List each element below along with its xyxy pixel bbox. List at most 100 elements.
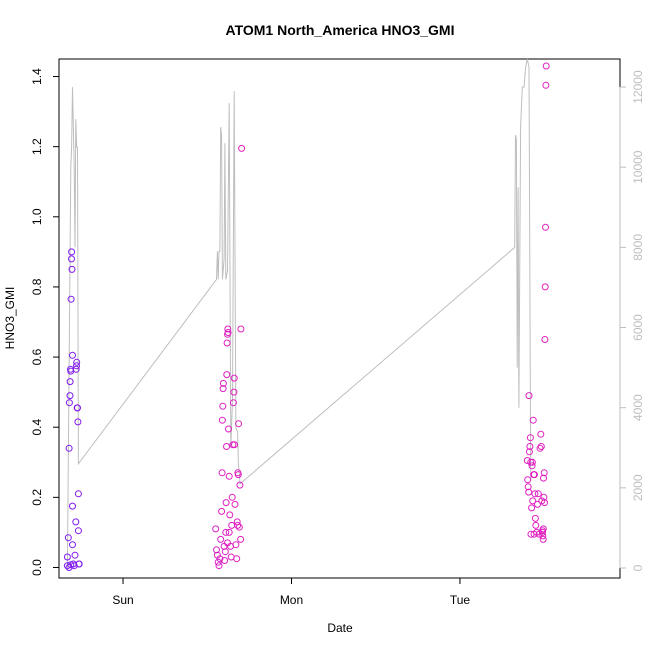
data-point [534, 490, 542, 498]
data-point [214, 558, 222, 566]
data-point [218, 469, 226, 477]
data-point [226, 511, 234, 519]
data-point [232, 541, 240, 549]
data-point [237, 325, 245, 333]
data-point [225, 528, 233, 536]
data-point [234, 521, 242, 529]
y-tick-label: 0.0 [30, 559, 44, 576]
data-point [524, 483, 532, 491]
data-point [235, 420, 243, 428]
data-point [219, 402, 227, 410]
data-point [529, 497, 537, 505]
data-point [68, 255, 75, 263]
y-tick-label: 0.8 [30, 278, 44, 295]
y2-tick-label: 4000 [631, 394, 645, 421]
data-point [221, 548, 229, 556]
data-point [72, 518, 80, 526]
data-point [539, 535, 547, 543]
data-point [541, 283, 549, 291]
data-point [540, 493, 548, 501]
data-point [537, 430, 545, 438]
data-point [524, 476, 532, 484]
data-point [222, 499, 230, 507]
data-point [217, 535, 225, 543]
data-point [223, 339, 231, 347]
y-tick-label: 1.2 [30, 138, 44, 155]
data-point [216, 555, 224, 563]
x-tick-label: Tue [450, 593, 471, 607]
data-point [228, 521, 236, 529]
data-point [528, 504, 536, 512]
data-point [536, 444, 544, 452]
data-point [225, 425, 232, 433]
y2-tick-label: 12000 [631, 70, 645, 104]
x-axis: Sun Mon Tue [112, 577, 471, 607]
data-point [530, 471, 538, 479]
data-point [542, 81, 550, 89]
data-point [228, 493, 236, 501]
data-point [74, 404, 81, 412]
data-point [537, 443, 545, 450]
data-point [221, 557, 229, 564]
data-point [219, 385, 227, 393]
data-point [234, 471, 242, 479]
data-point [69, 502, 76, 510]
data-point [71, 551, 79, 559]
data-point [528, 458, 536, 466]
data-point [525, 488, 533, 496]
data-point [528, 462, 536, 470]
data-point [532, 521, 540, 529]
data-point [74, 490, 82, 498]
data-point [541, 499, 548, 507]
data-point [67, 561, 75, 569]
data-point [224, 325, 232, 333]
data-point [231, 500, 239, 508]
data-point [531, 490, 539, 498]
data-point [218, 507, 226, 515]
data-point [540, 469, 548, 477]
series-line [66, 58, 532, 569]
data-point [231, 441, 238, 449]
data-point [68, 265, 76, 273]
data-point [540, 474, 547, 482]
data-point [224, 539, 231, 547]
data-point [223, 443, 230, 450]
data-point [525, 448, 533, 456]
data-point [215, 562, 223, 570]
data-point [222, 528, 230, 536]
data-point [224, 329, 232, 336]
y-tick-label: 0.2 [30, 489, 44, 506]
y-axis-left: 0.0 0.2 0.4 0.6 0.8 1.0 1.2 1.4 [30, 68, 59, 576]
data-point [66, 392, 74, 400]
secondary-line-layer [66, 58, 532, 569]
scatter-points-layer [63, 62, 550, 571]
chart-title: ATOM1 North_America HNO3_GMI [226, 22, 455, 38]
y2-tick-label: 0 [631, 564, 645, 571]
y-axis-right: 0 2000 4000 6000 8000 10000 12000 [619, 70, 645, 571]
data-point [68, 248, 76, 256]
y-tick-label: 0.4 [30, 419, 44, 436]
data-point [542, 223, 549, 231]
data-point [73, 362, 80, 370]
data-point [218, 416, 226, 424]
data-point [229, 399, 237, 407]
data-point [542, 62, 550, 70]
data-point [526, 434, 534, 442]
data-point [238, 144, 246, 152]
data-point [236, 481, 244, 489]
data-point [534, 500, 541, 508]
data-point [539, 532, 547, 540]
data-point [529, 416, 537, 424]
data-point [525, 392, 533, 400]
data-point [219, 379, 227, 387]
data-point [526, 443, 534, 450]
data-point [74, 527, 82, 535]
data-point [63, 553, 71, 561]
y-axis-label: HNO3_GMI [3, 287, 17, 350]
y-tick-label: 1.4 [30, 68, 44, 85]
x-tick-label: Sun [112, 593, 133, 607]
data-point [541, 336, 549, 343]
y-tick-label: 1.0 [30, 208, 44, 225]
data-point [75, 560, 83, 568]
